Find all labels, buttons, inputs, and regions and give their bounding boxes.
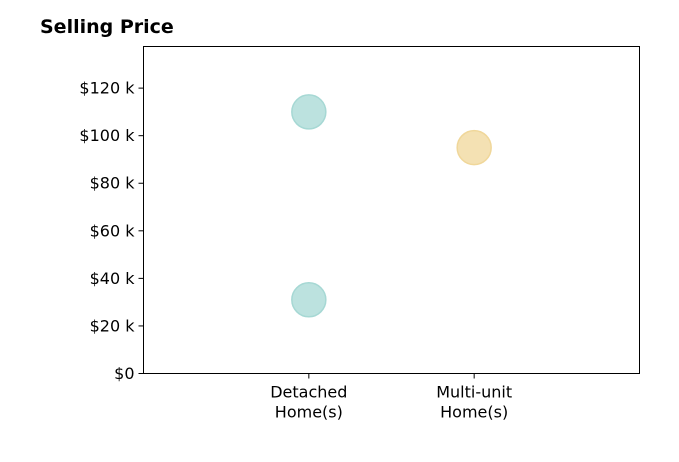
data-point: [291, 282, 327, 318]
y-tick-label: $60 k: [90, 221, 136, 240]
x-tick-label: Home(s): [440, 403, 508, 422]
y-tick-label: $20 k: [90, 316, 136, 335]
y-tick-label: $100 k: [79, 126, 135, 145]
y-tick-label: $40 k: [90, 269, 136, 288]
x-tick-label: Home(s): [275, 403, 343, 422]
data-point: [291, 94, 327, 130]
chart-title: Selling Price: [40, 16, 174, 38]
data-point: [456, 129, 492, 166]
y-tick-label: $0: [114, 364, 134, 383]
plot-area-frame: [143, 46, 640, 374]
x-tick-label: Detached: [270, 383, 347, 402]
axes-layer: $0 $20 k $40 k $60 k $80 k $100 k $120 k Detach…: [79, 79, 512, 422]
y-tick-label: $120 k: [79, 79, 135, 98]
x-tick-label: Multi-unit: [436, 383, 512, 402]
y-tick-label: $80 k: [90, 174, 136, 193]
marks-layer: [291, 94, 492, 318]
